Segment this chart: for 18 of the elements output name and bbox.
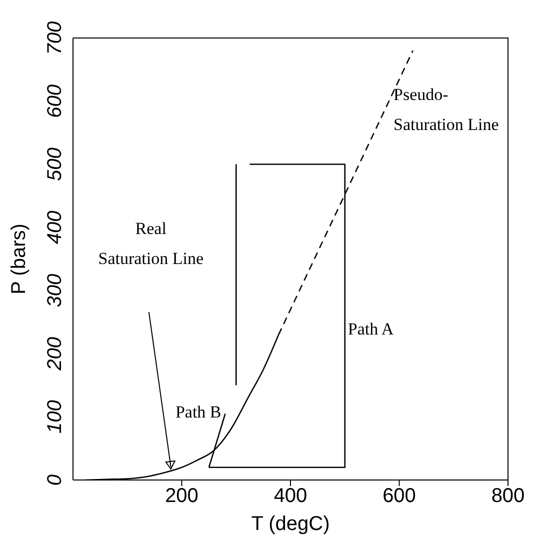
x-tick-label: 800 — [491, 485, 525, 508]
y-tick-label: 500 — [44, 148, 66, 181]
y-tick-label: 200 — [44, 337, 66, 372]
y-axis-title: P (bars) — [8, 224, 30, 294]
annotation: Path B — [175, 402, 222, 422]
annotation: Real Saturation Line — [98, 219, 204, 268]
y-tick-label: 600 — [44, 84, 66, 118]
y-tick-label: 0 — [44, 474, 66, 486]
x-tick-label: 200 — [165, 485, 198, 508]
x-axis-title: T (degC) — [251, 513, 330, 535]
annotation: Pseudo- Saturation Line — [394, 85, 499, 134]
y-tick-label: 100 — [44, 400, 66, 434]
x-tick-label: 600 — [382, 485, 416, 508]
annotation: Path A — [348, 319, 394, 338]
y-tick-label: 300 — [44, 274, 66, 308]
y-tick-label: 400 — [44, 210, 66, 244]
x-tick-label: 400 — [274, 485, 308, 508]
y-tick-label: 700 — [44, 21, 66, 55]
